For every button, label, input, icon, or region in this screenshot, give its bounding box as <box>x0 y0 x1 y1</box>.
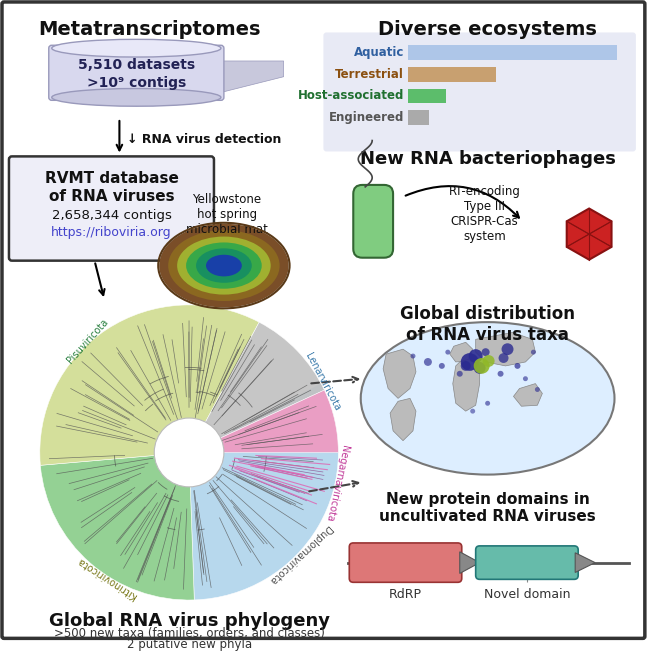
Wedge shape <box>189 322 324 452</box>
Circle shape <box>482 348 490 356</box>
Polygon shape <box>460 552 480 574</box>
Bar <box>408 110 429 125</box>
Text: New RNA bacteriophages: New RNA bacteriophages <box>360 149 616 168</box>
Circle shape <box>523 376 528 381</box>
Circle shape <box>445 349 450 355</box>
FancyBboxPatch shape <box>324 33 636 151</box>
FancyBboxPatch shape <box>476 546 578 580</box>
Circle shape <box>461 353 478 371</box>
Polygon shape <box>383 349 416 398</box>
Text: >500 new taxa (families, orders, and classes): >500 new taxa (families, orders, and cla… <box>53 627 324 640</box>
Text: RVMT database
of RNA viruses: RVMT database of RNA viruses <box>44 171 178 203</box>
Text: 2 putative new phyla: 2 putative new phyla <box>126 638 252 651</box>
Circle shape <box>469 349 482 363</box>
Ellipse shape <box>361 322 615 475</box>
Text: 5,510 datasets: 5,510 datasets <box>77 58 195 72</box>
Text: Engineered: Engineered <box>329 111 404 124</box>
Circle shape <box>439 363 445 369</box>
Bar <box>408 45 617 60</box>
Text: Negarnaviricota: Negarnaviricota <box>324 445 350 523</box>
Text: Global RNA virus phylogeny: Global RNA virus phylogeny <box>49 612 329 630</box>
Circle shape <box>514 363 520 369</box>
Text: Novel domain: Novel domain <box>484 588 571 601</box>
Text: ↓ RNA virus detection: ↓ RNA virus detection <box>128 133 282 146</box>
Text: Aquatic: Aquatic <box>353 46 404 59</box>
Circle shape <box>411 353 415 359</box>
Circle shape <box>531 349 536 355</box>
Circle shape <box>457 371 463 377</box>
Polygon shape <box>450 342 473 362</box>
Text: New protein domains in
uncultivated RNA viruses: New protein domains in uncultivated RNA … <box>380 492 596 524</box>
Text: Kitrinoviricota: Kitrinoviricota <box>76 555 138 600</box>
Ellipse shape <box>186 243 262 289</box>
Ellipse shape <box>177 237 271 295</box>
Text: https://riboviria.org: https://riboviria.org <box>51 226 172 239</box>
Text: 2,658,344 contigs: 2,658,344 contigs <box>51 209 171 222</box>
Ellipse shape <box>51 89 221 106</box>
Text: RdRP: RdRP <box>389 588 422 601</box>
Polygon shape <box>567 209 611 259</box>
Circle shape <box>482 355 495 367</box>
Text: Yellowstone
hot spring
microbial mat: Yellowstone hot spring microbial mat <box>186 193 268 236</box>
Text: Lenarviricota: Lenarviricota <box>303 351 342 413</box>
Circle shape <box>497 371 503 377</box>
Ellipse shape <box>206 255 242 276</box>
Polygon shape <box>514 383 542 406</box>
Circle shape <box>501 343 514 355</box>
Circle shape <box>461 361 471 371</box>
FancyBboxPatch shape <box>9 156 214 261</box>
Text: Duplornaviricota: Duplornaviricota <box>266 523 333 585</box>
Circle shape <box>474 362 486 374</box>
Text: >10⁹ contigs: >10⁹ contigs <box>87 76 186 89</box>
Polygon shape <box>575 553 595 572</box>
Text: Pisuviricota: Pisuviricota <box>65 317 111 366</box>
Text: Diverse ecosystems: Diverse ecosystems <box>378 20 597 38</box>
Text: Global distribution
of RNA virus taxa: Global distribution of RNA virus taxa <box>400 305 575 344</box>
Circle shape <box>154 418 224 487</box>
Polygon shape <box>476 333 535 366</box>
Circle shape <box>499 353 508 363</box>
Bar <box>408 89 446 103</box>
FancyBboxPatch shape <box>2 2 645 638</box>
Wedge shape <box>40 452 194 600</box>
Ellipse shape <box>168 230 280 301</box>
Circle shape <box>535 387 540 392</box>
FancyBboxPatch shape <box>350 543 462 582</box>
Circle shape <box>424 358 432 366</box>
Text: Terrestrial: Terrestrial <box>335 68 404 81</box>
FancyBboxPatch shape <box>353 185 393 258</box>
Ellipse shape <box>51 39 221 57</box>
FancyBboxPatch shape <box>49 45 224 100</box>
Wedge shape <box>40 305 259 466</box>
Wedge shape <box>189 390 339 452</box>
Ellipse shape <box>196 248 252 283</box>
Text: Metatranscriptomes: Metatranscriptomes <box>38 20 260 38</box>
Circle shape <box>470 409 475 413</box>
Polygon shape <box>221 61 284 93</box>
Bar <box>408 67 496 82</box>
Ellipse shape <box>159 224 288 307</box>
Text: RT-encoding
Type III
CRISPR-Cas
system: RT-encoding Type III CRISPR-Cas system <box>449 185 521 243</box>
Polygon shape <box>390 398 416 441</box>
Wedge shape <box>189 383 339 600</box>
Circle shape <box>474 358 490 374</box>
Circle shape <box>485 401 490 406</box>
Text: Host-associated: Host-associated <box>298 89 404 102</box>
Polygon shape <box>453 358 480 411</box>
